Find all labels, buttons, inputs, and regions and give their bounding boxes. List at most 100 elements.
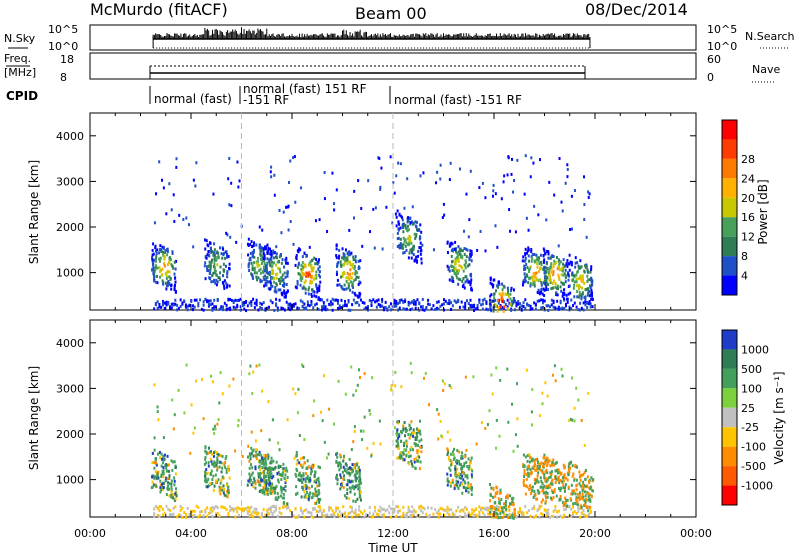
echo-cell — [222, 308, 225, 312]
echo-cell — [590, 277, 593, 281]
echo-cell — [209, 268, 212, 272]
echo-cell — [286, 261, 289, 265]
echo-cell — [584, 300, 587, 304]
echo-cell — [526, 459, 529, 463]
echo-cell — [464, 259, 467, 263]
echo-cell — [269, 299, 272, 303]
echo-cell — [266, 468, 269, 472]
echo-cell — [346, 488, 349, 492]
echo-cell — [323, 440, 326, 444]
echo-cell — [418, 467, 421, 471]
echo-cell — [563, 475, 566, 479]
echo-cell — [295, 453, 298, 457]
echo-cell — [195, 504, 198, 508]
echo-cell — [153, 258, 156, 262]
echo-cell — [286, 502, 289, 506]
echo-cell — [548, 268, 551, 272]
echo-cell — [416, 449, 419, 453]
echo-cell — [474, 307, 477, 311]
echo-cell — [546, 266, 549, 270]
echo-cell — [354, 478, 357, 482]
echo-cell — [527, 259, 530, 263]
echo-cell — [314, 274, 317, 278]
echo-cell — [538, 262, 541, 266]
echo-cell — [169, 306, 172, 310]
echo-cell — [561, 291, 564, 295]
echo-cell — [558, 258, 561, 262]
colorbar-tick: 28 — [741, 153, 755, 166]
echo-cell — [336, 482, 339, 486]
echo-cell — [293, 456, 296, 460]
echo-cell — [446, 483, 449, 487]
echo-cell — [228, 284, 231, 288]
echo-cell — [209, 263, 212, 267]
echo-cell — [249, 457, 252, 461]
echo-cell — [396, 444, 399, 448]
echo-cell — [583, 499, 586, 503]
echo-cell — [212, 488, 215, 492]
echo-cell — [418, 235, 421, 239]
echo-cell — [216, 461, 219, 465]
echo-cell — [168, 182, 171, 186]
echo-cell — [366, 308, 369, 312]
echo-cell — [531, 466, 534, 470]
echo-cell — [564, 268, 567, 272]
echo-cell — [304, 287, 307, 291]
echo-cell — [403, 441, 406, 445]
echo-cell — [274, 465, 277, 469]
echo-cell — [267, 466, 270, 470]
echo-cell — [473, 309, 476, 313]
echo-cell — [512, 514, 515, 518]
echo-cell — [520, 510, 523, 514]
echo-cell — [561, 500, 564, 504]
echo-cell — [490, 299, 493, 303]
echo-cell — [168, 270, 171, 274]
echo-cell — [309, 476, 312, 480]
echo-cell — [562, 504, 565, 508]
echo-cell — [266, 492, 269, 496]
echo-cell — [464, 375, 467, 379]
echo-cell — [473, 509, 476, 513]
echo-cell — [366, 305, 369, 309]
echo-cell — [465, 255, 468, 259]
echo-cell — [527, 508, 530, 512]
echo-cell — [428, 403, 431, 407]
echo-cell — [419, 174, 422, 178]
echo-cell — [252, 515, 255, 519]
echo-cell — [553, 279, 556, 283]
echo-cell — [411, 205, 414, 209]
echo-cell — [407, 451, 410, 455]
echo-cell — [356, 513, 359, 517]
echo-cell — [573, 419, 576, 423]
echo-cell — [162, 461, 165, 465]
echo-cell — [252, 485, 255, 489]
echo-cell — [528, 276, 531, 280]
echo-cell — [531, 507, 534, 511]
echo-cell — [452, 265, 455, 269]
echo-cell — [296, 491, 299, 495]
echo-cell — [503, 506, 506, 510]
echo-cell — [317, 286, 320, 290]
echo-cell — [414, 438, 417, 442]
echo-cell — [379, 442, 382, 446]
echo-cell — [493, 296, 496, 300]
echo-cell — [585, 235, 588, 239]
echo-cell — [204, 508, 207, 512]
echo-cell — [160, 452, 163, 456]
nsky-frame — [89, 24, 697, 51]
echo-cell — [329, 300, 332, 304]
echo-cell — [457, 245, 460, 249]
echo-cell — [343, 261, 346, 265]
echo-cell — [339, 466, 342, 470]
echo-cell — [536, 256, 539, 260]
echo-cell — [395, 174, 398, 178]
echo-cell — [446, 511, 449, 515]
echo-cell — [446, 264, 449, 268]
echo-cell — [257, 511, 260, 515]
echo-cell — [294, 200, 297, 204]
echo-cell — [317, 307, 320, 311]
echo-cell — [272, 280, 275, 284]
echo-cell — [496, 512, 499, 516]
echo-cell — [357, 487, 360, 491]
echo-cell — [310, 514, 313, 518]
